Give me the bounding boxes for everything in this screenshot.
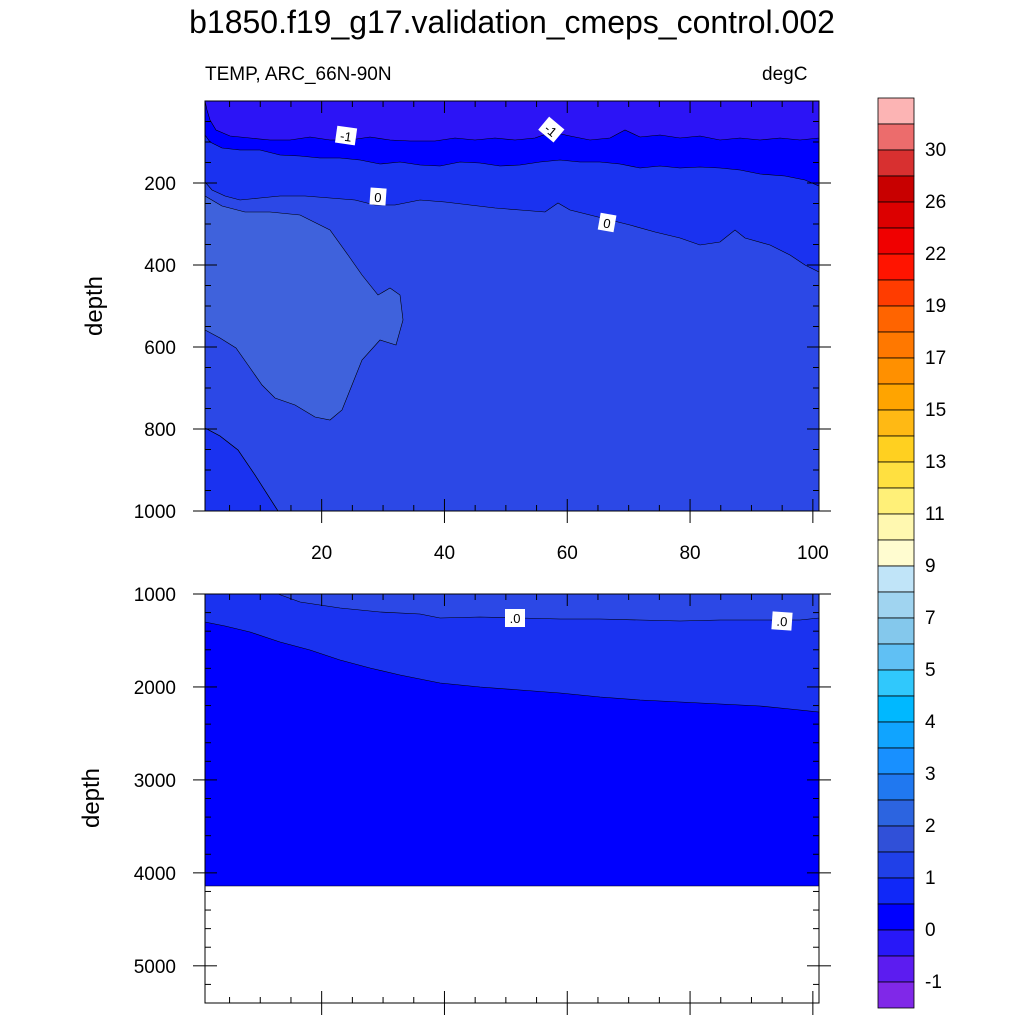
colorbar-swatch <box>877 123 915 151</box>
colorbar-swatch <box>877 513 915 541</box>
colorbar-label: 5 <box>925 660 936 681</box>
colorbar-swatch <box>877 487 915 515</box>
bottom-y-tick-label: 3000 <box>134 771 176 792</box>
colorbar-swatch <box>877 955 915 983</box>
bottom-y-axis-title: depth <box>78 768 105 828</box>
top-y-tick-label: 1000 <box>134 502 176 523</box>
x-tick-label: 20 <box>311 543 332 564</box>
colorbar-swatch <box>877 721 915 749</box>
colorbar-label: 3 <box>925 764 936 785</box>
colorbar-swatch <box>877 253 915 281</box>
contour-label-top-1: -1 <box>339 128 353 144</box>
colorbar-label: 26 <box>925 192 946 213</box>
contour-fill-05-to-1 <box>204 195 404 421</box>
colorbar-label: 2 <box>925 816 936 837</box>
colorbar-swatch <box>877 201 915 229</box>
colorbar-label: 1 <box>925 868 936 889</box>
colorbar-label: 30 <box>925 140 946 161</box>
colorbar-label: 9 <box>925 556 936 577</box>
colorbar-swatch <box>877 851 915 879</box>
colorbar-swatch <box>877 383 915 411</box>
colorbar-label: 4 <box>925 712 936 733</box>
colorbar-swatch <box>877 877 915 905</box>
top-y-tick-label: 600 <box>144 338 176 359</box>
axes-ticks: 20 40 60 80 100 200 400 600 800 1000 1000 2000 3000 4… <box>134 101 831 1015</box>
colorbar-swatch <box>877 149 915 177</box>
top-y-tick-label: 800 <box>144 420 176 441</box>
colorbar-swatch <box>877 591 915 619</box>
top-y-tick-label: 400 <box>144 256 176 277</box>
colorbar-label: 19 <box>925 296 946 317</box>
colorbar-label: 13 <box>925 452 946 473</box>
contour-label-top-4: 0 <box>602 215 612 231</box>
colorbar-label: 7 <box>925 608 936 629</box>
contour-fill-bottom-0-to-05 <box>277 593 820 622</box>
colorbar-swatch <box>877 695 915 723</box>
colorbar-swatch <box>877 903 915 931</box>
colorbar-swatch <box>877 331 915 359</box>
colorbar-swatch <box>877 747 915 775</box>
colorbar-label: 0 <box>925 920 936 941</box>
bottom-y-tick-label: 1000 <box>134 585 176 606</box>
top-y-tick-label: 200 <box>144 174 176 195</box>
colorbar-swatch <box>877 669 915 697</box>
colorbar-swatch <box>877 227 915 255</box>
colorbar-swatch <box>877 825 915 853</box>
colorbar-swatch <box>877 981 915 1009</box>
top-y-axis-title: depth <box>81 276 108 336</box>
x-tick-label: 60 <box>557 543 578 564</box>
contour-label-top-3: 0 <box>374 190 382 205</box>
colorbar-swatch <box>877 617 915 645</box>
x-tick-label: 40 <box>434 543 455 564</box>
bottom-y-tick-label: 5000 <box>134 957 176 978</box>
colorbar-swatch <box>877 643 915 671</box>
panel-units-label: degC <box>762 64 808 85</box>
x-tick-label: 100 <box>797 543 829 564</box>
colorbar-swatch <box>877 175 915 203</box>
bottom-y-tick-label: 4000 <box>134 864 176 885</box>
colorbar-swatch <box>877 565 915 593</box>
contour-label-bottom-2: .0 <box>776 614 788 630</box>
bottom-panel <box>204 593 820 1004</box>
colorbar-label: 22 <box>925 244 946 265</box>
no-data-region <box>205 886 819 1003</box>
colorbar-label: -1 <box>925 972 942 993</box>
contour-fill-bottom-m05-to-0 <box>204 593 820 713</box>
colorbar-swatch <box>877 409 915 437</box>
bottom-y-tick-label: 2000 <box>134 678 176 699</box>
colorbar-swatch <box>877 539 915 567</box>
colorbar-label: 11 <box>925 504 945 525</box>
colorbar-swatch <box>877 435 915 463</box>
colorbar-swatch <box>877 929 915 957</box>
colorbar-label: 17 <box>925 348 946 369</box>
colorbar-swatch <box>877 461 915 489</box>
top-panel <box>204 100 820 512</box>
contour-labels: -1 -1 0 0 .0 .0 <box>334 116 793 631</box>
chart-title: b1850.f19_g17.validation_cmeps_control.0… <box>189 4 835 40</box>
contour-fill-lt-m1 <box>204 100 820 142</box>
colorbar-swatch <box>877 305 915 333</box>
colorbar-swatch <box>877 773 915 801</box>
colorbar-swatch <box>877 799 915 827</box>
colorbar-label: 15 <box>925 400 946 421</box>
colorbar-swatch <box>877 357 915 385</box>
contour-label-bottom-1: .0 <box>510 611 521 626</box>
colorbar-swatch <box>877 279 915 307</box>
panel-variable-label: TEMP, ARC_66N-90N <box>205 64 392 85</box>
colorbar-swatch <box>877 97 915 125</box>
x-tick-label: 80 <box>679 543 700 564</box>
